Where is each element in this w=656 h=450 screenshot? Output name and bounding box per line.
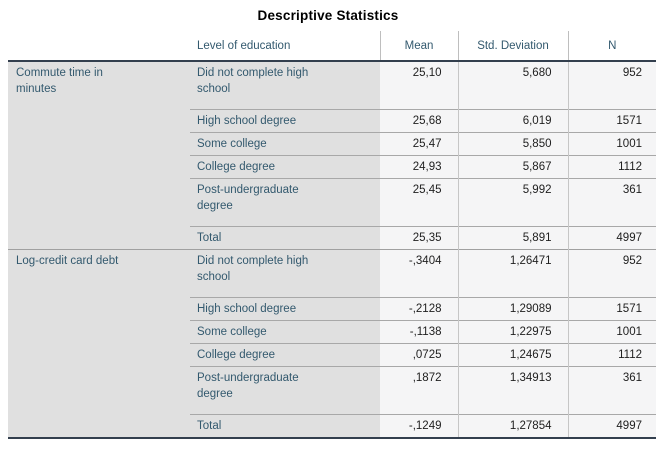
table-row: Post-undergraduate degree ,1872 1,34913 … bbox=[8, 366, 656, 415]
table-row: Total -,1249 1,27854 4997 bbox=[8, 414, 656, 438]
n-cell: 952 bbox=[567, 61, 656, 110]
std-deviation-cell: 1,24675 bbox=[457, 343, 568, 367]
table-row: College degree 24,93 5,867 1112 bbox=[8, 155, 656, 179]
level-cell: Total bbox=[190, 226, 380, 250]
n-cell: 952 bbox=[567, 249, 656, 298]
table-row: Some college 25,47 5,850 1001 bbox=[8, 132, 656, 156]
mean-cell: -,1249 bbox=[380, 414, 458, 438]
table-row: High school degree 25,68 6,019 1571 bbox=[8, 109, 656, 133]
level-cell: High school degree bbox=[190, 297, 380, 321]
level-cell: High school degree bbox=[190, 109, 380, 133]
n-cell: 1112 bbox=[567, 155, 656, 179]
row-group-label: Log-credit card debt bbox=[8, 249, 190, 438]
mean-cell: -,1138 bbox=[380, 320, 458, 344]
mean-cell: 25,10 bbox=[380, 61, 458, 110]
n-cell: 1571 bbox=[567, 297, 656, 321]
level-cell: Some college bbox=[190, 320, 380, 344]
row-group-label: Commute time in minutes bbox=[8, 61, 190, 250]
n-cell: 361 bbox=[567, 178, 656, 227]
mean-cell: 24,93 bbox=[380, 155, 458, 179]
n-cell: 1112 bbox=[567, 343, 656, 367]
std-deviation-cell: 5,891 bbox=[457, 226, 568, 250]
mean-cell: 25,47 bbox=[380, 132, 458, 156]
std-deviation-cell: 1,29089 bbox=[457, 297, 568, 321]
std-deviation-cell: 6,019 bbox=[457, 109, 568, 133]
n-cell: 361 bbox=[567, 366, 656, 415]
n-cell: 4997 bbox=[567, 414, 656, 438]
n-cell: 4997 bbox=[567, 226, 656, 250]
table-row: Total 25,35 5,891 4997 bbox=[8, 226, 656, 250]
header-cell-std-deviation: Std. Deviation bbox=[457, 31, 568, 62]
level-cell: Post-undergraduate degree bbox=[190, 366, 380, 415]
n-cell: 1571 bbox=[567, 109, 656, 133]
row-group-label-text: Log-credit card debt bbox=[16, 255, 119, 267]
row-group-label-text: Commute time in minutes bbox=[16, 67, 103, 95]
table-row: Some college -,1138 1,22975 1001 bbox=[8, 320, 656, 344]
mean-cell: 25,45 bbox=[380, 178, 458, 227]
level-cell: Post-undergraduate degree bbox=[190, 178, 380, 227]
level-cell: Total bbox=[190, 414, 380, 438]
std-deviation-cell: 5,850 bbox=[457, 132, 568, 156]
std-deviation-cell: 5,867 bbox=[457, 155, 568, 179]
level-cell: Did not complete high school bbox=[190, 249, 380, 298]
std-deviation-cell: 1,27854 bbox=[457, 414, 568, 438]
mean-cell: 25,35 bbox=[380, 226, 458, 250]
descriptive-statistics-table: Level of education Mean Std. Deviation N… bbox=[8, 31, 656, 439]
table-row: Commute time in minutes Did not complete… bbox=[8, 61, 656, 250]
table-header-row: Level of education Mean Std. Deviation N bbox=[8, 31, 656, 62]
n-cell: 1001 bbox=[567, 320, 656, 344]
header-cell-n: N bbox=[567, 31, 656, 62]
table-row: College degree ,0725 1,24675 1112 bbox=[8, 343, 656, 367]
level-cell: College degree bbox=[190, 155, 380, 179]
std-deviation-cell: 1,34913 bbox=[457, 366, 568, 415]
table-row: High school degree -,2128 1,29089 1571 bbox=[8, 297, 656, 321]
statistics-report: Descriptive Statistics Level of educatio… bbox=[8, 8, 656, 439]
page-title: Descriptive Statistics bbox=[257, 8, 399, 23]
std-deviation-cell: 5,992 bbox=[457, 178, 568, 227]
header-cell-mean: Mean bbox=[379, 31, 458, 62]
level-cell: College degree bbox=[190, 343, 380, 367]
std-deviation-cell: 5,680 bbox=[457, 61, 568, 110]
table-row: Log-credit card debt Did not complete hi… bbox=[8, 249, 656, 438]
level-cell: Some college bbox=[190, 132, 380, 156]
std-deviation-cell: 1,26471 bbox=[457, 249, 568, 298]
mean-cell: -,3404 bbox=[380, 249, 458, 298]
n-cell: 1001 bbox=[567, 132, 656, 156]
mean-cell: ,1872 bbox=[380, 366, 458, 415]
header-cell-level-of-education: Level of education bbox=[190, 31, 380, 62]
mean-cell: 25,68 bbox=[380, 109, 458, 133]
std-deviation-cell: 1,22975 bbox=[457, 320, 568, 344]
mean-cell: ,0725 bbox=[380, 343, 458, 367]
header-cell-blank bbox=[8, 31, 190, 62]
mean-cell: -,2128 bbox=[380, 297, 458, 321]
table-row: Post-undergraduate degree 25,45 5,992 36… bbox=[8, 178, 656, 227]
level-cell: Did not complete high school bbox=[190, 61, 380, 110]
